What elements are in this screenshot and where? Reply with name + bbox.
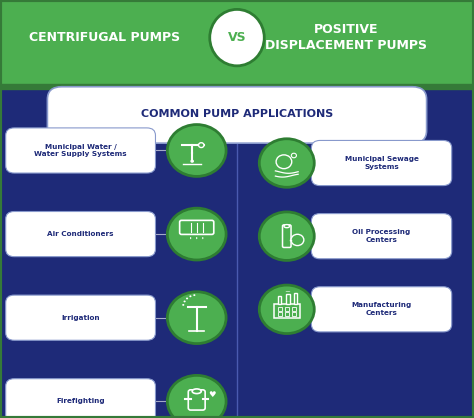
Circle shape	[167, 292, 226, 344]
FancyBboxPatch shape	[292, 307, 296, 311]
Text: Oil Processing
Centers: Oil Processing Centers	[353, 229, 410, 243]
Circle shape	[167, 125, 226, 176]
Circle shape	[183, 301, 186, 302]
FancyBboxPatch shape	[6, 295, 155, 340]
Circle shape	[189, 296, 191, 297]
FancyBboxPatch shape	[6, 212, 155, 257]
FancyBboxPatch shape	[6, 379, 155, 418]
Text: COMMON PUMP APPLICATIONS: COMMON PUMP APPLICATIONS	[141, 109, 333, 119]
FancyBboxPatch shape	[311, 287, 452, 332]
Text: CENTRIFUGAL PUMPS: CENTRIFUGAL PUMPS	[29, 31, 180, 44]
Circle shape	[199, 143, 204, 148]
Ellipse shape	[210, 9, 264, 66]
FancyBboxPatch shape	[278, 296, 281, 304]
Circle shape	[259, 212, 314, 260]
FancyBboxPatch shape	[292, 312, 296, 316]
Text: Municipal Water /
Water Supply Systems: Municipal Water / Water Supply Systems	[34, 144, 127, 157]
Circle shape	[193, 294, 195, 296]
Text: Irrigation: Irrigation	[61, 315, 100, 321]
Circle shape	[276, 155, 292, 169]
Text: Air Conditioners: Air Conditioners	[47, 231, 114, 237]
FancyBboxPatch shape	[47, 87, 427, 143]
FancyBboxPatch shape	[278, 307, 282, 311]
Circle shape	[167, 375, 226, 418]
Circle shape	[259, 285, 314, 334]
Text: Manufacturing
Centers: Manufacturing Centers	[351, 303, 412, 316]
Text: ♥: ♥	[208, 390, 216, 399]
Text: POSITIVE
DISPLACEMENT PUMPS: POSITIVE DISPLACEMENT PUMPS	[265, 23, 427, 52]
FancyBboxPatch shape	[0, 0, 474, 84]
FancyBboxPatch shape	[286, 294, 290, 304]
FancyBboxPatch shape	[180, 220, 214, 234]
FancyBboxPatch shape	[6, 128, 155, 173]
Circle shape	[291, 234, 304, 246]
FancyBboxPatch shape	[274, 304, 300, 318]
Ellipse shape	[284, 224, 290, 228]
Circle shape	[167, 208, 226, 260]
Circle shape	[186, 298, 188, 299]
Text: Firefighting: Firefighting	[56, 398, 105, 404]
Ellipse shape	[192, 389, 201, 394]
FancyBboxPatch shape	[293, 293, 297, 304]
Text: Municipal Sewage
Systems: Municipal Sewage Systems	[345, 156, 419, 170]
FancyBboxPatch shape	[285, 312, 289, 316]
FancyBboxPatch shape	[311, 140, 452, 186]
FancyBboxPatch shape	[283, 225, 291, 247]
FancyBboxPatch shape	[311, 214, 452, 259]
FancyBboxPatch shape	[188, 390, 205, 410]
Text: ~: ~	[284, 289, 290, 295]
Circle shape	[182, 304, 184, 306]
Circle shape	[259, 139, 314, 187]
FancyBboxPatch shape	[285, 307, 289, 311]
Text: VS: VS	[228, 31, 246, 44]
Circle shape	[292, 153, 296, 158]
Circle shape	[191, 160, 194, 163]
FancyBboxPatch shape	[278, 312, 282, 316]
